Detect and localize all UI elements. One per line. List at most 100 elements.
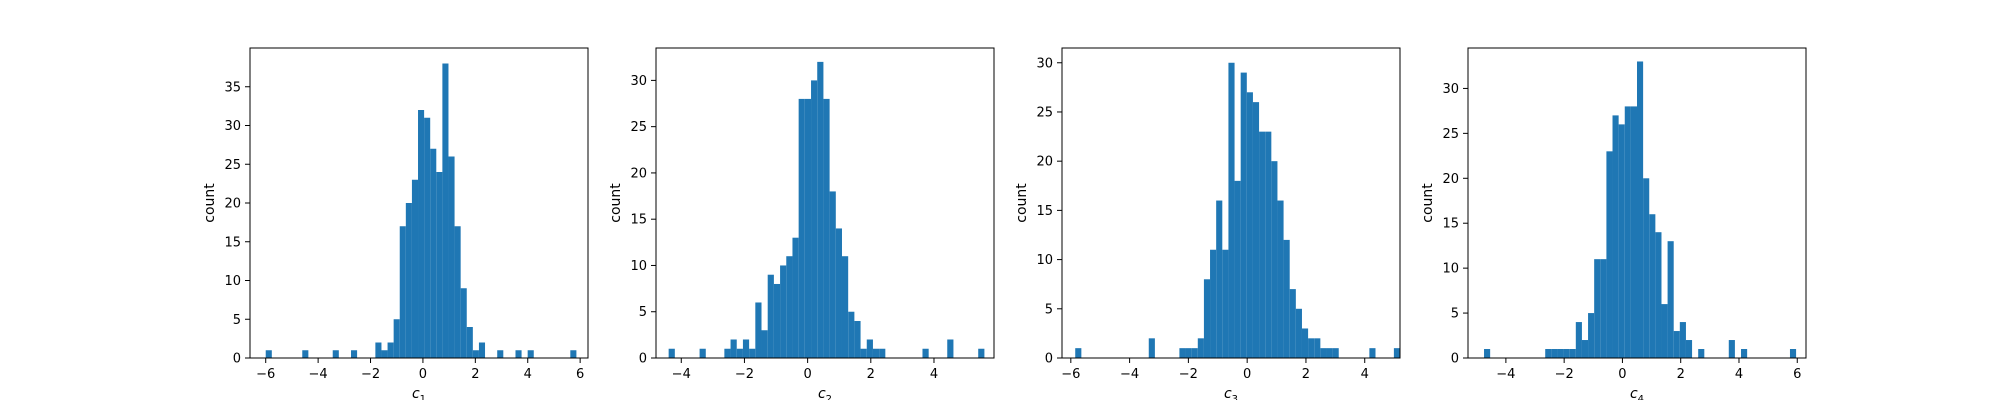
x-tick-label: −4 — [1496, 367, 1515, 382]
histogram-bar — [430, 148, 437, 358]
x-axis-label-subscript: 2 — [826, 394, 832, 400]
x-tick-label: 0 — [1618, 367, 1626, 382]
histogram-bar — [1332, 348, 1339, 358]
histogram-bar — [1203, 279, 1211, 358]
x-tick-label: −4 — [309, 367, 328, 382]
x-tick-label: 2 — [471, 367, 479, 382]
histogram-bar — [848, 311, 855, 358]
y-tick-label: 15 — [1442, 217, 1459, 232]
histogram-bar — [1655, 232, 1662, 358]
histogram-bar — [804, 98, 812, 359]
x-tick-label: 4 — [1361, 367, 1369, 382]
histogram-bar — [1240, 72, 1247, 358]
y-axis-label: count — [608, 183, 624, 223]
histogram-bar — [1259, 131, 1266, 358]
histogram-bar — [1252, 102, 1260, 358]
y-tick-label: 25 — [224, 158, 241, 173]
y-axis-label: count — [202, 183, 218, 223]
histogram-bar — [730, 339, 737, 358]
histogram-bar — [1246, 92, 1253, 358]
x-axis-label-symbol: c — [412, 386, 420, 400]
y-tick-label: 5 — [1045, 302, 1053, 317]
y-axis-label: count — [1420, 183, 1436, 223]
histogram-bar — [755, 302, 762, 358]
y-axis-label: count — [1014, 183, 1030, 223]
histogram-bar — [1369, 348, 1376, 358]
histogram-bar — [515, 350, 522, 358]
histogram-bar — [351, 350, 358, 358]
histogram-bar — [1661, 304, 1668, 358]
y-tick-label: 10 — [1036, 253, 1053, 268]
histogram-bar — [302, 350, 309, 358]
histogram-bar — [1265, 131, 1272, 358]
histogram-bar — [1314, 338, 1321, 358]
y-tick-label: 5 — [233, 313, 241, 328]
histogram-bar — [1698, 349, 1705, 358]
histogram-bar — [742, 339, 750, 358]
x-tick-label: −6 — [256, 367, 275, 382]
y-tick-label: 10 — [630, 259, 647, 274]
histogram-bar — [460, 288, 467, 358]
histogram-bar — [792, 237, 799, 358]
x-tick-label: 4 — [524, 367, 532, 382]
x-tick-label: −2 — [735, 367, 754, 382]
histogram-bar — [265, 350, 272, 358]
y-tick-label: 10 — [1442, 262, 1459, 277]
x-tick-label: 2 — [1677, 367, 1685, 382]
y-tick-label: 30 — [630, 74, 647, 89]
histogram-bar — [841, 256, 849, 358]
y-tick-label: 0 — [1045, 352, 1053, 367]
histogram-bar — [1222, 249, 1229, 358]
y-tick-label: 20 — [630, 166, 647, 181]
histogram-bar — [418, 110, 425, 358]
histogram-bar — [786, 256, 793, 358]
histogram-bar — [1283, 239, 1290, 358]
histogram-bar — [1741, 349, 1748, 358]
x-tick-label: −4 — [672, 367, 691, 382]
histogram-bar — [1643, 178, 1650, 358]
x-tick-label: 6 — [1793, 367, 1801, 382]
histogram-bar — [835, 228, 842, 358]
histogram-bar — [478, 342, 486, 358]
histogram-bar — [1594, 259, 1601, 358]
y-tick-label: 5 — [1451, 307, 1459, 322]
histogram-bar — [978, 348, 985, 358]
x-axis-label-subscript: 1 — [420, 394, 426, 400]
histogram-bar — [736, 348, 743, 358]
histogram-bar — [466, 327, 473, 358]
histogram-bar — [527, 350, 534, 358]
x-tick-label: 4 — [1735, 367, 1743, 382]
histogram-bar — [1557, 349, 1564, 358]
y-tick-label: 20 — [224, 197, 241, 212]
histogram-bar — [1581, 340, 1589, 358]
y-tick-label: 20 — [1036, 155, 1053, 170]
x-axis-label-subscript: 4 — [1638, 394, 1644, 400]
x-axis-label: c4 — [1630, 386, 1644, 400]
histogram-bar — [1673, 331, 1680, 358]
x-tick-label: −2 — [1555, 367, 1574, 382]
x-axis-label: c2 — [818, 386, 832, 400]
histogram-bar — [1618, 124, 1625, 358]
histogram-bar — [879, 348, 886, 358]
histogram-bar — [699, 348, 706, 358]
histogram-bar — [1326, 348, 1333, 358]
histogram-bar — [854, 320, 861, 358]
histogram-bar — [1637, 61, 1644, 358]
histogram-bar — [1630, 106, 1637, 358]
histogram-bar — [1588, 313, 1595, 358]
histogram-bar — [570, 350, 577, 358]
histogram-bar — [405, 203, 412, 358]
x-axis-label-subscript: 3 — [1232, 394, 1238, 400]
histogram-bar — [1148, 338, 1155, 358]
axes-frame — [1467, 47, 1807, 359]
y-tick-label: 25 — [630, 120, 647, 135]
histogram-bar — [442, 63, 449, 358]
histogram-bar — [798, 98, 805, 359]
histogram-bar — [860, 348, 867, 358]
x-tick-label: −2 — [361, 367, 380, 382]
histogram-bar — [454, 226, 461, 358]
histogram-bar — [767, 274, 774, 358]
y-tick-label: 25 — [1036, 105, 1053, 120]
